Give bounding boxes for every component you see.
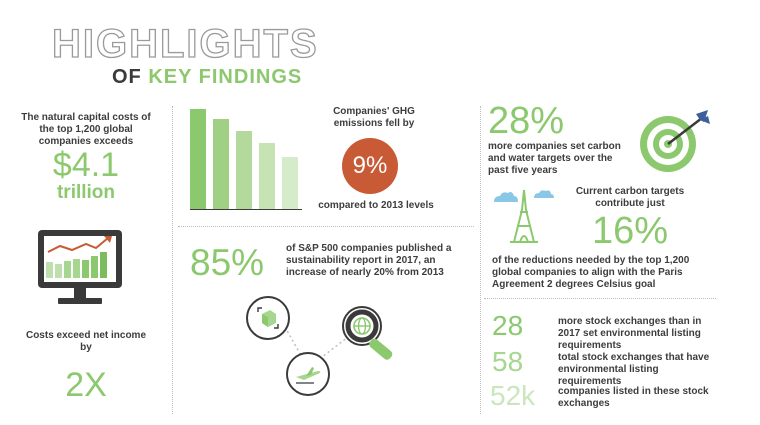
ghg-value: 9% [352, 152, 388, 179]
subtitle-prefix: OF [112, 66, 149, 88]
ghg-bar [236, 131, 252, 209]
ghg-bar [190, 109, 206, 209]
capital-text: The natural capital costs of the top 1,2… [21, 112, 151, 147]
globe-search-icon [345, 309, 393, 360]
ghg-bar [282, 157, 298, 209]
ghg-bar [213, 119, 229, 209]
ghg-circle: 9% [342, 138, 398, 194]
exchange-text-1: more stock exchanges than in 2017 set en… [558, 316, 702, 351]
target-icon [640, 110, 710, 172]
ghg-text: Companies' GHG emissions fell by [333, 106, 415, 129]
monitor-chart-icon [38, 230, 122, 304]
costs-value: 2X [65, 366, 107, 404]
ghg-bar-chart [190, 108, 306, 210]
exchange-text-2: total stock exchanges that have environm… [558, 352, 710, 387]
exchange-value-3: 52k [490, 380, 536, 411]
divider-right [480, 106, 481, 414]
carbon-value: 16% [591, 210, 669, 252]
costs-text: Costs exceed net income by [25, 330, 147, 353]
ghg-footer: compared to 2013 levels [318, 200, 434, 211]
capital-value: $4.1 [52, 146, 120, 184]
divider-middle [178, 226, 474, 227]
divider-left [172, 106, 173, 414]
package-icon [257, 307, 279, 329]
subtitle-highlight: KEY FINDINGS [148, 66, 303, 88]
carbon-text: Current carbon targets contribute just [575, 186, 685, 209]
divider-right-lower [484, 298, 716, 299]
capital-unit: trillion [56, 182, 116, 203]
sp500-value: 85% [190, 242, 265, 283]
carbon-footer: of the reductions needed by the top 1,20… [492, 255, 690, 290]
sp500-text: of S&P 500 companies published a sustain… [286, 243, 452, 278]
exchange-value-2: 58 [492, 346, 524, 377]
page-subtitle: OF KEY FINDINGS [112, 66, 302, 89]
page-title: HIGHLIGHTS [51, 21, 319, 66]
airplane-icon [296, 367, 321, 384]
ghg-baseline [190, 209, 302, 210]
eiffel-tower-icon [494, 189, 554, 243]
exchange-value-1: 28 [492, 310, 524, 341]
targets-text: more companies set carbon and water targ… [488, 141, 621, 176]
ghg-bar [259, 143, 275, 209]
targets-value: 28% [488, 100, 565, 142]
exchange-text-3: companies listed in these stock exchange… [558, 386, 709, 409]
